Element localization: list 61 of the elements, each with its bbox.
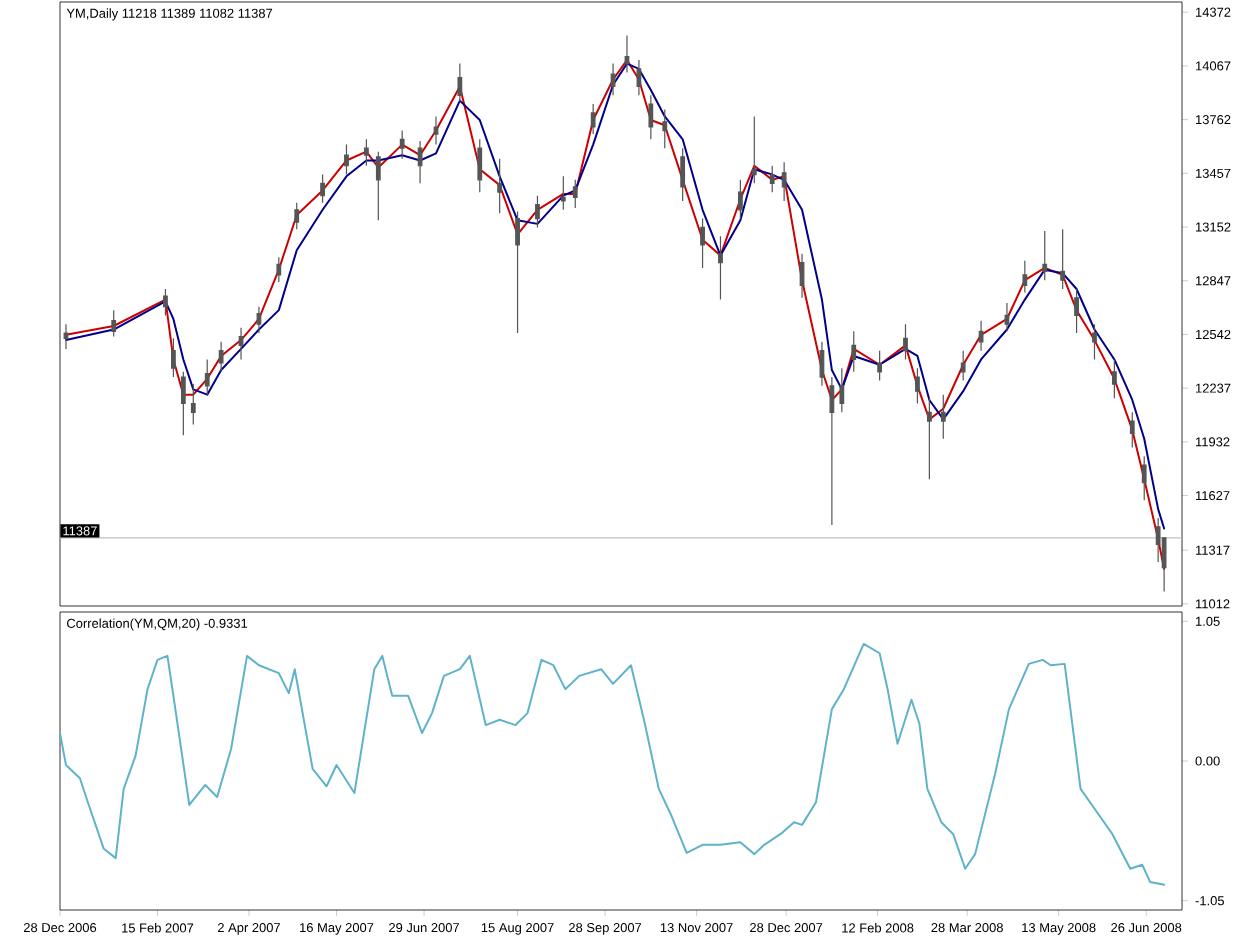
candlestick bbox=[662, 108, 668, 149]
candlestick bbox=[1060, 228, 1066, 290]
candlestick bbox=[344, 144, 349, 176]
candlestick bbox=[163, 288, 168, 317]
candlestick bbox=[737, 179, 743, 220]
candlestick bbox=[903, 323, 908, 361]
candlestick bbox=[799, 253, 805, 299]
candlestick bbox=[700, 217, 705, 269]
candlestick bbox=[1074, 288, 1079, 334]
candlestick bbox=[1111, 358, 1117, 399]
candlestick bbox=[363, 138, 369, 167]
candlestick bbox=[572, 179, 578, 209]
candlestick bbox=[769, 165, 775, 193]
candlestick bbox=[590, 103, 596, 135]
candlestick bbox=[819, 341, 825, 387]
candlestick bbox=[624, 34, 630, 74]
candlestick bbox=[180, 371, 186, 436]
candlestick bbox=[829, 376, 835, 526]
candlestick bbox=[111, 309, 117, 338]
candlestick bbox=[877, 350, 883, 382]
candlestick bbox=[915, 367, 920, 405]
candlestick bbox=[417, 140, 423, 184]
candlestick bbox=[399, 129, 405, 160]
candlestick bbox=[535, 195, 540, 228]
candlestick bbox=[1004, 302, 1010, 332]
candlestick bbox=[751, 115, 757, 184]
candlestick bbox=[294, 202, 300, 230]
candlestick bbox=[218, 341, 224, 373]
candlestick bbox=[851, 330, 857, 373]
candlestick bbox=[515, 210, 520, 334]
candlestick bbox=[276, 256, 282, 283]
candlestick bbox=[63, 323, 69, 350]
candlestick bbox=[781, 161, 787, 202]
candlestick bbox=[190, 383, 196, 426]
candlestick bbox=[960, 350, 966, 382]
candlestick bbox=[680, 147, 686, 202]
line-series bbox=[60, 642, 1166, 886]
candlestick bbox=[497, 158, 503, 214]
candlestick bbox=[610, 63, 616, 96]
candlestick bbox=[238, 327, 244, 361]
candlestick bbox=[204, 358, 210, 396]
candlestick bbox=[926, 397, 932, 480]
candlestick bbox=[1141, 455, 1147, 501]
candlestick bbox=[375, 151, 381, 221]
candlestick bbox=[477, 138, 483, 193]
candlestick bbox=[718, 235, 723, 301]
candlestick bbox=[320, 173, 325, 204]
candlestick bbox=[978, 320, 984, 352]
candlestick bbox=[636, 59, 642, 96]
candlestick bbox=[648, 94, 654, 140]
candlestick bbox=[256, 306, 262, 334]
candlestick bbox=[457, 63, 463, 103]
candlestick bbox=[433, 115, 439, 146]
candlestick bbox=[1092, 323, 1097, 361]
candlestick bbox=[1129, 411, 1135, 449]
candlestick bbox=[1022, 260, 1028, 294]
candlestick bbox=[940, 394, 946, 440]
candlestick bbox=[560, 175, 566, 211]
candlestick bbox=[1042, 230, 1048, 281]
candlestick bbox=[839, 367, 845, 413]
candlestick bbox=[171, 337, 176, 378]
